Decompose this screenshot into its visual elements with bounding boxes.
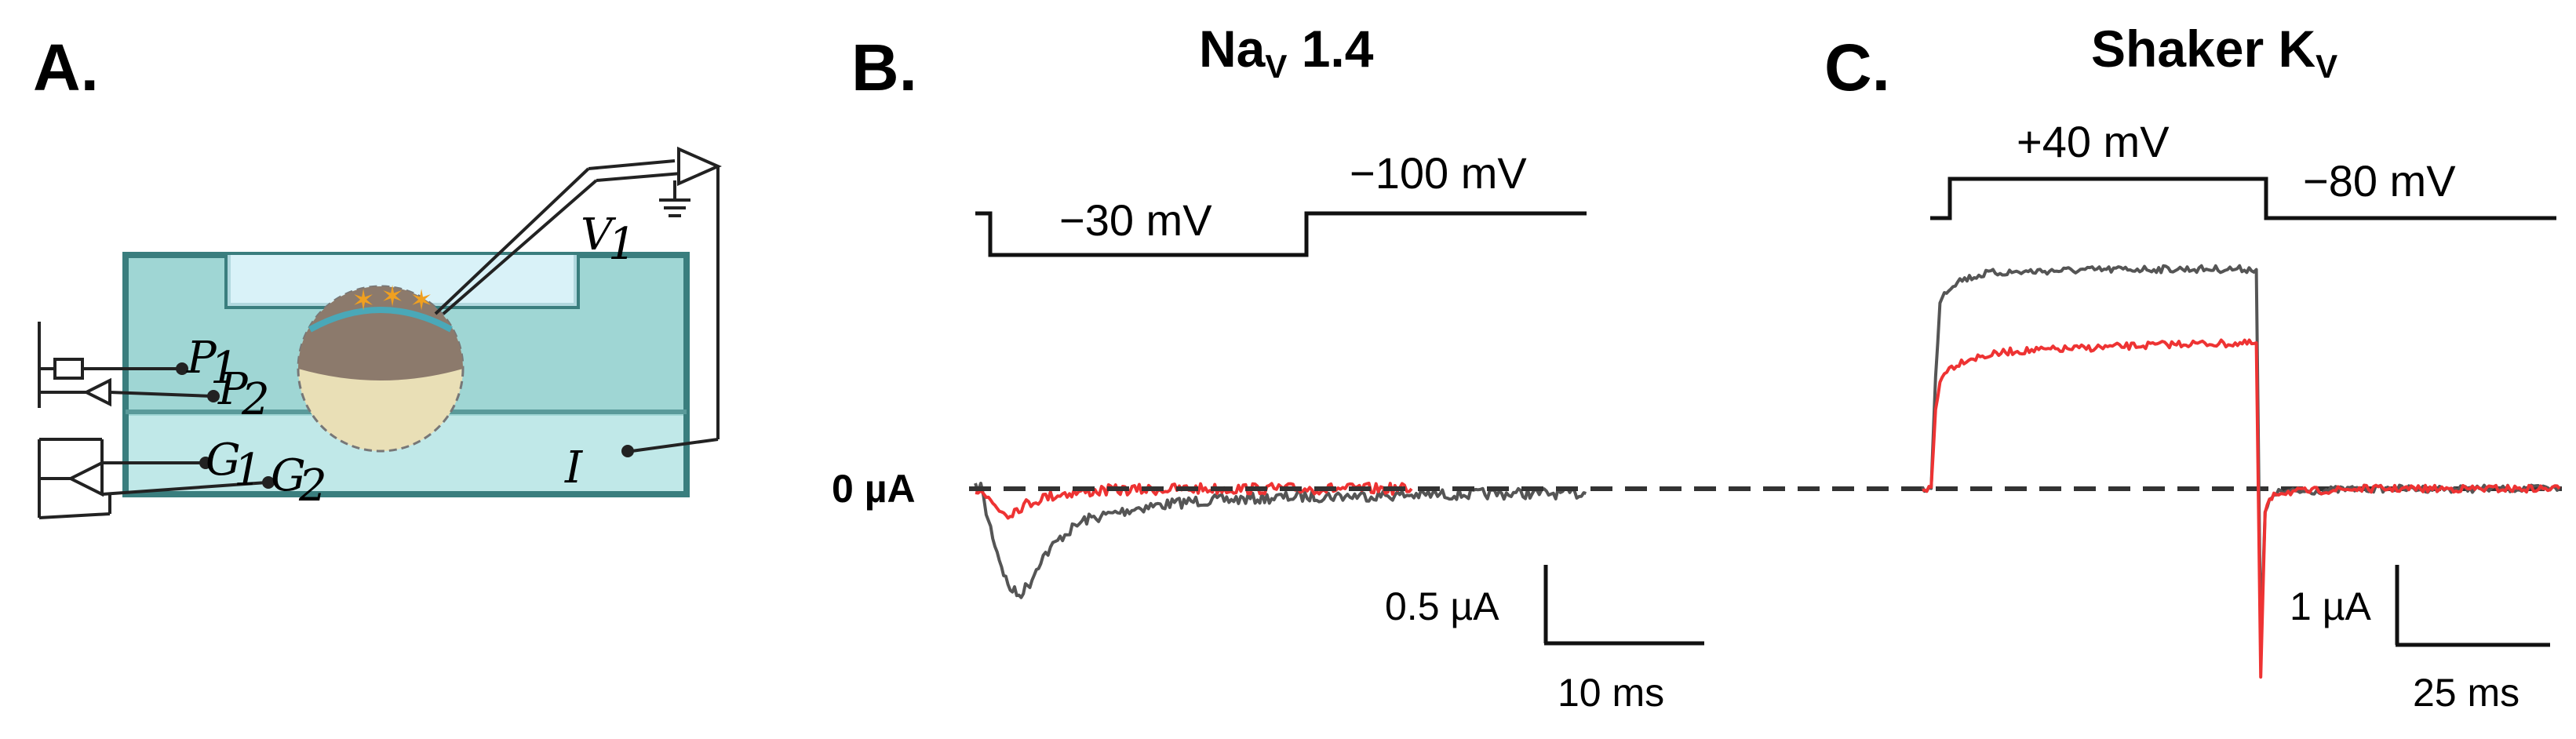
oocyte: ✶ ✶ ✶ xyxy=(297,281,465,453)
trace-dark-c xyxy=(1921,264,2561,646)
panel-c-step-label: +40 mV xyxy=(2017,117,2170,166)
panel-c-letter: C. xyxy=(1824,31,1890,104)
well-solution xyxy=(228,255,577,306)
label-v: V xyxy=(581,209,617,260)
panel-c-title: Shaker KV xyxy=(2091,20,2337,85)
membrane-patch xyxy=(308,307,453,333)
voltage-protocol-b xyxy=(975,211,1587,257)
scale-bar-c xyxy=(2395,565,2550,647)
channel-icon: ✶ xyxy=(381,281,404,313)
panel-c-title-main: Shaker K xyxy=(2091,20,2315,78)
panel-a: A. ✶ ✶ ✶ xyxy=(33,31,722,519)
label-p2-sub: 2 xyxy=(241,374,270,425)
label-p2: P xyxy=(217,364,249,415)
label-g2-sub: 2 xyxy=(298,461,327,511)
voltage-protocol-c xyxy=(1930,177,2556,220)
panel-b-title-main: Na xyxy=(1199,20,1266,78)
label-g2: G xyxy=(271,450,306,501)
panel-b: B. NaV 1.4 −30 mV −100 mV 0.5 µA 10 ms xyxy=(851,20,1704,715)
panel-c-hold-label: −80 mV xyxy=(2303,156,2456,206)
panel-b-title-rest: 1.4 xyxy=(1287,20,1373,78)
label-v-sub: 1 xyxy=(608,219,636,270)
panel-b-scale-x: 10 ms xyxy=(1558,671,1664,715)
panel-b-hold-label: −100 mV xyxy=(1350,148,1527,198)
traces-b xyxy=(974,482,1587,599)
trace-red-c xyxy=(1922,338,2561,679)
channel-icon: ✶ xyxy=(410,285,433,317)
left-electrode-circuit xyxy=(38,322,275,519)
label-p1-sub: 1 xyxy=(210,343,239,394)
panel-a-letter: A. xyxy=(33,31,99,104)
trace-red-b xyxy=(975,482,1413,520)
panel-c-title-sub: V xyxy=(2315,48,2337,85)
label-i: I xyxy=(564,442,584,493)
panel-c-scale-y: 1 µA xyxy=(2290,584,2372,628)
label-p1: P xyxy=(186,333,217,384)
panel-b-letter: B. xyxy=(851,31,917,104)
zero-label: 0 µA xyxy=(832,467,916,511)
traces-c xyxy=(1921,264,2561,679)
label-g1: G xyxy=(206,435,241,486)
panel-c: C. Shaker KV +40 mV −80 mV 1 µA 25 ms xyxy=(1824,20,2561,715)
panel-b-title: NaV 1.4 xyxy=(1199,20,1374,85)
panel-b-scale-y: 0.5 µA xyxy=(1385,584,1499,628)
recording-electrode xyxy=(434,146,722,457)
scale-bar-b xyxy=(1543,565,1704,646)
trace-dark-b xyxy=(974,482,1587,599)
panel-c-scale-x: 25 ms xyxy=(2413,671,2520,715)
oocyte-animal xyxy=(298,286,463,380)
label-g1-sub: 1 xyxy=(234,445,262,496)
panel-b-title-sub: V xyxy=(1265,48,1287,85)
channel-icon: ✶ xyxy=(352,285,375,317)
panel-b-step-label: −30 mV xyxy=(1059,195,1212,245)
